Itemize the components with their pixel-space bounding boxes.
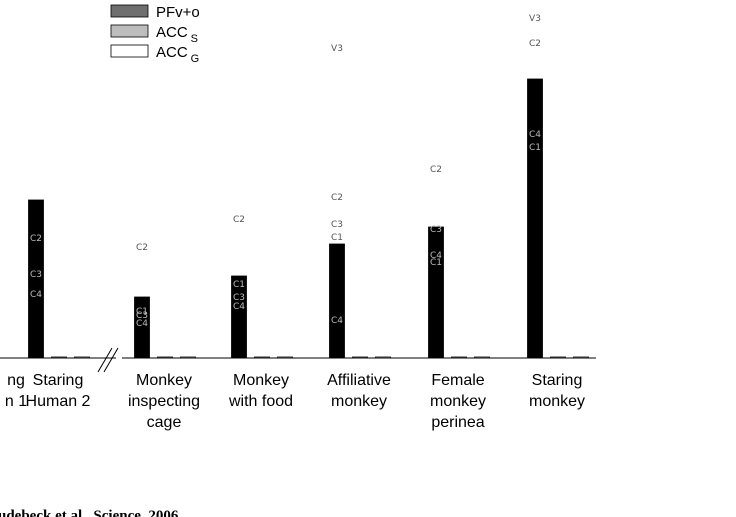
category-label: Monkey bbox=[233, 372, 289, 389]
bar-acc-s-5 bbox=[451, 356, 467, 359]
legend-label: ACC S bbox=[156, 24, 198, 45]
bar-annotation: C2 bbox=[233, 215, 245, 225]
bar-pfv-o-2 bbox=[134, 296, 150, 359]
bar-annotation: C2 bbox=[430, 165, 442, 175]
bar-annotation: C3 bbox=[30, 270, 42, 280]
bars bbox=[28, 78, 589, 359]
category-label: perinea bbox=[431, 414, 484, 431]
category-label: Female bbox=[431, 372, 484, 389]
category-label: Human 2 bbox=[26, 393, 91, 410]
legend-swatch bbox=[110, 24, 149, 38]
legend-label: ACC G bbox=[156, 44, 199, 65]
axis-break-slash bbox=[97, 347, 113, 373]
bar-annotation: C4 bbox=[430, 251, 442, 261]
bar-annotation: C3 bbox=[233, 293, 245, 303]
category-label: monkey bbox=[529, 393, 585, 410]
bar-annotation: C3 bbox=[136, 311, 148, 321]
category-label: with food bbox=[228, 393, 293, 410]
bar-annotations: C2C3C4C2C1C3C4C2C1C3C4V3C2C3C1C4C2C3C4C1… bbox=[30, 14, 541, 329]
bar-acc-g-3 bbox=[277, 356, 293, 359]
category-label: Staring bbox=[33, 372, 84, 389]
bar-acc-g-4 bbox=[375, 356, 391, 359]
legend-label: PFv+o bbox=[156, 4, 200, 21]
bar-annotation: C2 bbox=[136, 243, 148, 253]
citation-text: udebeck et al., Science, 2006 bbox=[0, 508, 179, 517]
category-label: Affiliative bbox=[327, 372, 391, 389]
bar-annotation: C4 bbox=[331, 316, 343, 326]
category-label: Staring bbox=[532, 372, 583, 389]
axis-break-slash bbox=[103, 347, 119, 373]
category-label: cage bbox=[147, 414, 182, 431]
plot-area: C2C3C4C2C1C3C4C2C1C3C4V3C2C3C1C4C2C3C4C1… bbox=[0, 14, 596, 431]
bar-annotation: C4 bbox=[136, 319, 148, 329]
category-label: n 1 bbox=[5, 393, 27, 410]
bar-acc-s-2 bbox=[157, 356, 173, 359]
category-label: monkey bbox=[430, 393, 486, 410]
category-label: Monkey bbox=[136, 372, 192, 389]
bar-annotation: C4 bbox=[233, 302, 245, 312]
bar-annotation: C1 bbox=[136, 307, 148, 317]
bar-annotation: C4 bbox=[30, 290, 42, 300]
bar-acc-g-5 bbox=[474, 356, 490, 359]
bar-annotation: C2 bbox=[529, 39, 541, 49]
bar-annotation: C3 bbox=[331, 220, 343, 230]
bar-pfv-o-1 bbox=[28, 199, 44, 359]
bar-pfv-o-4 bbox=[329, 243, 345, 359]
bar-acc-g-6 bbox=[573, 356, 589, 359]
bar-annotation: C1 bbox=[331, 233, 343, 243]
bar-annotation: V3 bbox=[529, 14, 541, 24]
bar-acc-s-4 bbox=[352, 356, 368, 359]
bar-annotation: C1 bbox=[529, 143, 541, 153]
bar-annotation: V3 bbox=[331, 44, 343, 54]
bar-annotation: C2 bbox=[30, 234, 42, 244]
category-label: ng bbox=[7, 372, 25, 389]
axis-break-mark bbox=[97, 347, 119, 373]
bar-acc-s-3 bbox=[254, 356, 270, 359]
category-labels: ng n 1 Staring Human 2 Monkey inspecting cage M… bbox=[5, 372, 585, 431]
bar-annotation: C4 bbox=[529, 130, 541, 140]
legend-swatch bbox=[110, 44, 149, 58]
bar-annotation: C1 bbox=[430, 258, 442, 268]
bar-pfv-o-3 bbox=[231, 275, 247, 359]
bar-annotation: C2 bbox=[331, 193, 343, 203]
legend-swatch bbox=[110, 4, 149, 18]
bar-pfv-o-5 bbox=[428, 226, 444, 359]
category-label: monkey bbox=[331, 393, 387, 410]
bar-acc-g-1 bbox=[74, 356, 90, 359]
bar-pfv-o-6 bbox=[527, 78, 543, 359]
bar-acc-s-1 bbox=[51, 356, 67, 359]
bar-annotation: C1 bbox=[233, 280, 245, 290]
bar-annotation: C3 bbox=[430, 225, 442, 235]
bar-acc-s-6 bbox=[550, 356, 566, 359]
category-label: inspecting bbox=[128, 393, 200, 410]
bar-acc-g-2 bbox=[180, 356, 196, 359]
